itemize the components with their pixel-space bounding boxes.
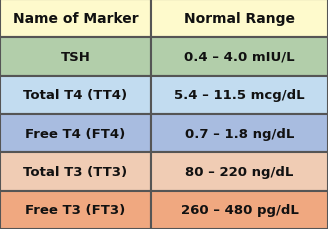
Text: 0.4 – 4.0 mIU/L: 0.4 – 4.0 mIU/L — [184, 51, 295, 64]
Text: 260 – 480 pg/dL: 260 – 480 pg/dL — [180, 203, 298, 216]
Text: Name of Marker: Name of Marker — [12, 12, 138, 26]
Bar — [0, 153, 151, 191]
Text: Normal Range: Normal Range — [184, 12, 295, 26]
Text: Free T4 (FT4): Free T4 (FT4) — [25, 127, 126, 140]
Text: Total T4 (TT4): Total T4 (TT4) — [23, 89, 128, 102]
Bar — [151, 153, 328, 191]
Bar — [151, 191, 328, 229]
Text: Total T3 (TT3): Total T3 (TT3) — [23, 165, 128, 178]
Bar — [151, 0, 328, 38]
Bar — [151, 38, 328, 76]
Bar — [151, 76, 328, 114]
Bar — [0, 38, 151, 76]
Bar — [0, 191, 151, 229]
Text: Free T3 (FT3): Free T3 (FT3) — [25, 203, 126, 216]
Text: 80 – 220 ng/dL: 80 – 220 ng/dL — [185, 165, 294, 178]
Bar — [151, 114, 328, 153]
Text: TSH: TSH — [60, 51, 91, 64]
Bar — [0, 114, 151, 153]
Text: 0.7 – 1.8 ng/dL: 0.7 – 1.8 ng/dL — [185, 127, 294, 140]
Bar — [0, 76, 151, 114]
Bar — [0, 0, 151, 38]
Text: 5.4 – 11.5 mcg/dL: 5.4 – 11.5 mcg/dL — [174, 89, 305, 102]
